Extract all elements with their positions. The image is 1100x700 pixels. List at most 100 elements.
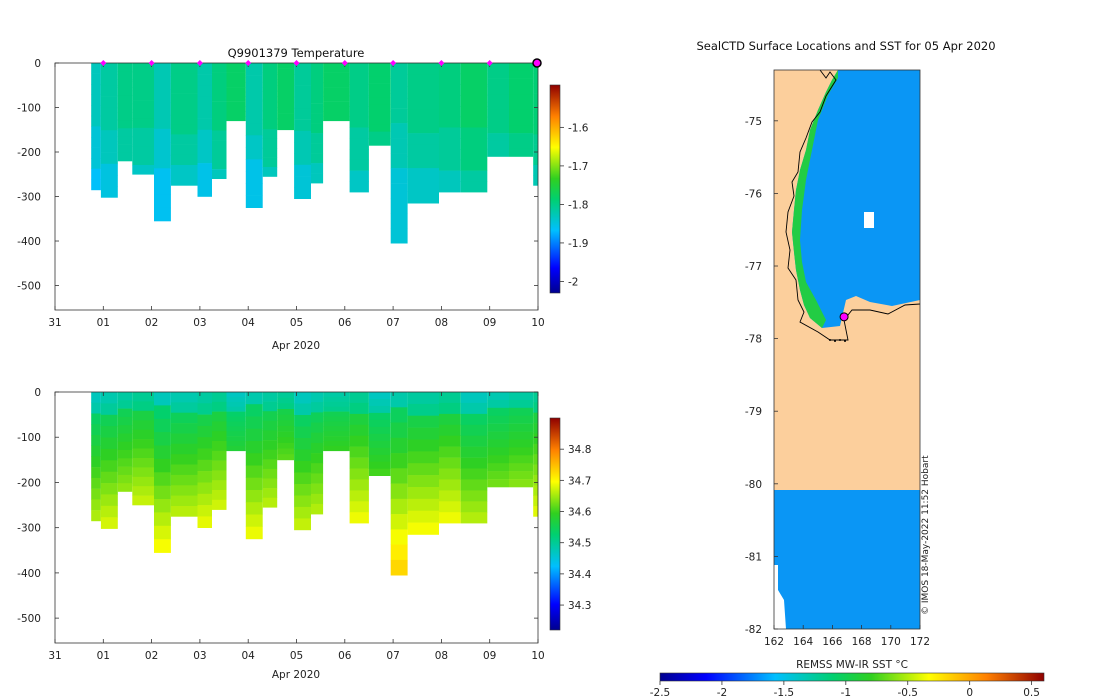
profile-cell <box>154 102 171 116</box>
profile-cell <box>277 107 295 114</box>
profile-cell <box>170 63 198 74</box>
profile-cell <box>311 463 324 474</box>
profile-cell <box>487 109 509 118</box>
profile-cell <box>100 414 118 427</box>
map-x-tick-label: 164 <box>793 636 813 648</box>
profile-cell <box>407 498 439 511</box>
profile-cell <box>323 392 350 398</box>
profile-cell <box>311 473 324 484</box>
profile-cell <box>509 86 534 95</box>
profile-cell <box>197 63 212 75</box>
profile-cell <box>170 443 198 455</box>
profile-cell <box>487 455 509 464</box>
profile-cell <box>154 525 171 540</box>
profile-cell <box>368 412 391 421</box>
profile-cell <box>407 63 439 75</box>
profile-cell <box>100 119 118 131</box>
profile-cell <box>349 512 369 524</box>
profile-cell <box>407 133 439 146</box>
sst-colorbar-label: REMSS MW-IR SST °C <box>796 659 908 671</box>
x-tick-label: 01 <box>97 317 110 329</box>
profile-cell <box>487 70 509 79</box>
y-tick-label: -500 <box>17 281 41 293</box>
profile-cell <box>349 170 369 182</box>
southern-sst-patch <box>774 490 920 629</box>
profile-cell <box>509 117 534 126</box>
profile-cell <box>132 392 154 402</box>
profile-cell <box>277 442 295 449</box>
profile-cell <box>91 477 101 489</box>
profile-cell <box>349 149 369 161</box>
profile-cell <box>487 94 509 103</box>
profile-cell <box>323 77 350 83</box>
profile-cell <box>390 198 408 214</box>
profile-cell <box>117 400 133 409</box>
profile-cell <box>368 454 391 463</box>
profile-cell <box>100 448 118 461</box>
profile-cell <box>245 465 263 478</box>
x-tick-label: 07 <box>386 650 399 662</box>
profile-cell <box>368 104 391 112</box>
profile-cell <box>439 512 461 524</box>
profile-cell <box>294 108 311 120</box>
y-tick-label: -200 <box>17 147 41 159</box>
temperature-colorbar-ticks: -1.6 -1.7 -1.8 -1.9 -2 <box>560 122 589 288</box>
temperature-x-ticks: 31 01 02 03 04 05 06 07 08 09 10 <box>48 63 545 329</box>
profile-cell <box>277 124 295 131</box>
profile-cell <box>368 138 391 146</box>
profile-cell <box>117 450 133 459</box>
profile-cell <box>349 435 369 447</box>
map-x-ticks: 162 164 166 168 170 172 <box>764 625 930 648</box>
profile-cell <box>323 411 350 417</box>
profile-cell <box>368 124 391 132</box>
profile-cell <box>117 71 133 80</box>
profile-cell <box>226 401 246 407</box>
profile-cell <box>197 448 212 461</box>
profile-cell <box>170 495 198 507</box>
profile-cell <box>460 63 488 75</box>
profile-cell <box>132 72 154 82</box>
profile-cell <box>262 430 278 441</box>
profile-cell <box>294 164 311 177</box>
profile-cell <box>212 441 227 452</box>
profile-cell <box>277 85 295 92</box>
profile-cell <box>154 207 171 222</box>
profile-cell <box>390 514 408 530</box>
profile-cell <box>311 503 324 515</box>
profile-cell <box>311 113 324 124</box>
profile-cell <box>197 505 212 517</box>
profile-cell <box>390 63 408 79</box>
profile-cell <box>170 506 198 517</box>
profile-cell <box>487 78 509 87</box>
profile-cell <box>533 474 538 486</box>
profile-cell <box>91 84 101 95</box>
profile-cell <box>117 441 133 451</box>
profile-cell <box>154 63 171 77</box>
profile-cell <box>262 129 278 139</box>
profile-cell <box>226 445 246 452</box>
profile-cell <box>487 148 509 157</box>
profile-cell <box>226 411 246 417</box>
profile-cell <box>197 85 212 97</box>
x-tick-label: 31 <box>48 650 61 662</box>
profile-cell <box>226 82 246 88</box>
profile-cell <box>212 159 227 170</box>
map-y-tick-label: -79 <box>745 406 762 418</box>
profile-cell <box>277 414 295 421</box>
profile-cell <box>212 470 227 481</box>
profile-cell <box>533 506 538 517</box>
profile-cell <box>439 116 461 128</box>
profile-cell <box>349 138 369 150</box>
profile-cell <box>294 392 311 404</box>
y-tick-label: -200 <box>17 477 41 489</box>
map-y-tick-label: -78 <box>745 334 762 346</box>
profile-cell <box>509 125 534 134</box>
profile-cell <box>533 402 538 414</box>
profile-cell <box>197 129 212 142</box>
profile-cell <box>262 91 278 102</box>
profile-cell <box>390 498 408 515</box>
profile-cell <box>262 459 278 470</box>
colorbar-tick-label: -1.9 <box>568 238 589 250</box>
profile-cell <box>262 411 278 422</box>
